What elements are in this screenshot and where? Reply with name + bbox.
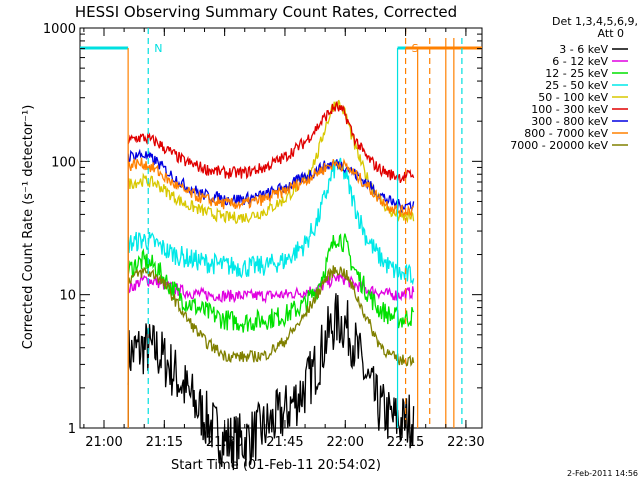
marker-label: S: [412, 42, 419, 55]
series-line: [127, 100, 415, 184]
series-line: [127, 157, 415, 286]
chart-title: HESSI Observing Summary Count Rates, Cor…: [75, 3, 457, 21]
x-tick-label: 21:30: [206, 435, 243, 450]
legend-entry-label: 25 - 50 keV: [545, 79, 608, 92]
legend-entry-label: 100 - 300 keV: [531, 103, 608, 116]
y-tick-label: 1000: [43, 22, 76, 37]
y-tick-label: 1: [68, 422, 76, 437]
y-axis-label: Corrected Count Rate (s⁻¹ detector⁻¹): [21, 105, 36, 350]
legend-entry-label: 50 - 100 keV: [538, 91, 608, 104]
series-line: [127, 148, 415, 213]
x-tick-label: 22:30: [447, 435, 484, 450]
legend-entry-label: 12 - 25 keV: [545, 67, 608, 80]
x-tick-label: 22:15: [387, 435, 424, 450]
plot-frame: [79, 27, 483, 429]
plot-area: [79, 27, 483, 429]
x-tick-label: 22:00: [327, 435, 364, 450]
x-axis-label: Start Time (01-Feb-11 20:54:02): [171, 458, 381, 473]
series-line: [127, 265, 415, 367]
legend-entry-label: 6 - 12 keV: [552, 55, 608, 68]
y-tick-label: 10: [59, 289, 76, 304]
y-tick-label: 100: [51, 155, 76, 170]
x-tick-label: 21:15: [146, 435, 183, 450]
series-line: [127, 293, 415, 471]
series-line: [127, 233, 415, 333]
series-line: [127, 271, 415, 304]
legend-header-line: Att 0: [598, 27, 624, 40]
legend-entry-label: 3 - 6 keV: [559, 43, 608, 56]
legend-entry-label: 800 - 7000 keV: [524, 127, 608, 140]
legend-header-line: Det 1,3,4,5,6,9,: [552, 15, 638, 28]
legend-entry-label: 300 - 800 keV: [531, 115, 608, 128]
x-tick-label: 21:45: [266, 435, 303, 450]
marker-label: N: [154, 42, 162, 55]
axis-layer: 1 10 100 1000 21:00 21:15 21:30 21:45 22:00 22:15…: [43, 22, 485, 450]
x-tick-label: 21:00: [85, 435, 122, 450]
series-line: [127, 99, 415, 225]
generation-timestamp: 2-Feb-2011 14:56: [567, 469, 638, 478]
series-line: [127, 157, 415, 217]
series-layer: [127, 99, 415, 471]
legend-entry-label: 7000 - 20000 keV: [510, 139, 608, 152]
